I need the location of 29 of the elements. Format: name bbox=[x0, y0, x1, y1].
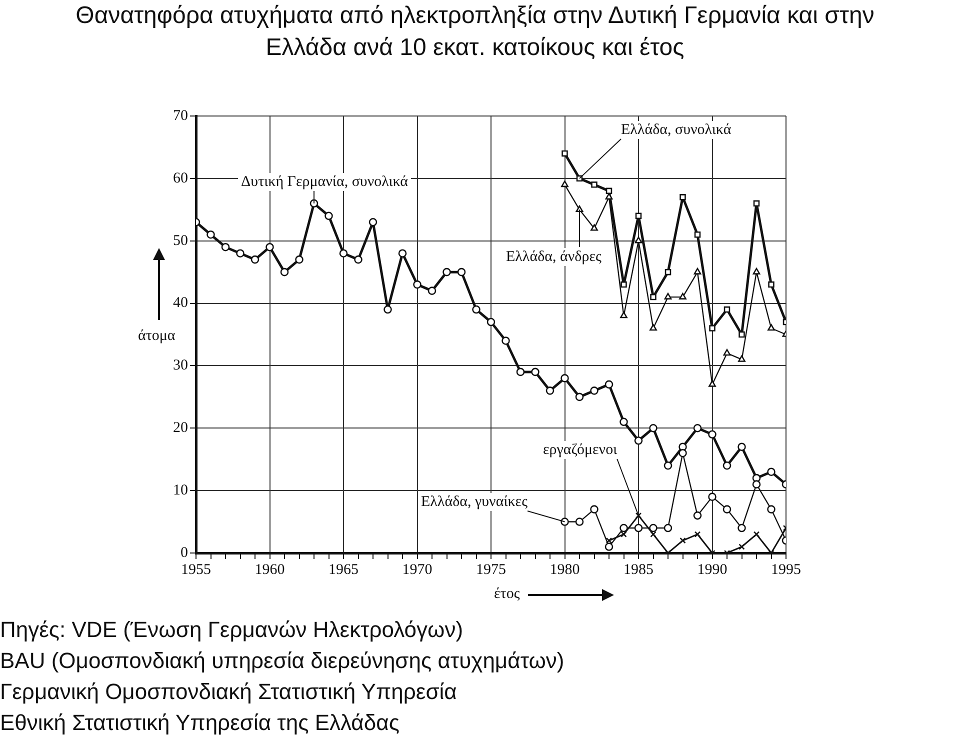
text: BAU (Ομοσπονδιακή υπηρεσία διερεύνησης ατυχημάτων) bbox=[0, 648, 564, 673]
y-tick-label: 20 bbox=[173, 420, 188, 436]
text: Ελλάδα, γυναίκες bbox=[421, 494, 528, 510]
text: εργαζόμενοι bbox=[543, 442, 618, 458]
y-tick-label: 40 bbox=[173, 295, 188, 312]
chart-title: Θανατηφόρα ατυχήματα από ηλεκτροπληξία στην Δυτική Γερμανία και στην Ελλάδα ανά 10 εκατ. κατοίκους και έτος bbox=[74, 1, 876, 63]
x-tick-label: 1965 bbox=[328, 562, 358, 578]
x-tick-label: 1985 bbox=[624, 562, 654, 578]
text: Ελλάδα, συνολικά bbox=[621, 122, 732, 138]
y-tick-label: 0 bbox=[180, 544, 188, 561]
text: Πηγές: VDE (Ένωση Γερμανών Ηλεκτρολόγων) bbox=[0, 617, 464, 642]
series-label: Δυτική Γερμανία, συνολικά bbox=[241, 174, 408, 190]
y-axis-title: άτομα bbox=[138, 328, 176, 345]
x-tick-label: 1955 bbox=[181, 562, 211, 578]
x-axis-title: έτος bbox=[494, 586, 520, 603]
y-tick-label: 30 bbox=[173, 358, 188, 374]
y-tick-label: 10 bbox=[173, 482, 188, 499]
x-tick-label: 1960 bbox=[254, 562, 285, 578]
x-tick-label: 1980 bbox=[550, 562, 580, 578]
x-tick-label: 1990 bbox=[697, 562, 728, 578]
x-tick-label: 1970 bbox=[402, 562, 432, 578]
text: Γερμανική Ομοσπονδιακή Στατιστική Υπηρεσία bbox=[0, 679, 457, 704]
y-tick-label: 50 bbox=[173, 232, 188, 249]
x-tick-label: 1995 bbox=[771, 562, 801, 578]
y-tick-label: 60 bbox=[173, 170, 188, 186]
y-tick-label: 70 bbox=[173, 108, 188, 124]
x-tick-label: 1975 bbox=[476, 562, 506, 578]
series-label: Ελλάδα, άνδρες bbox=[506, 249, 602, 265]
text: Εθνική Στατιστική Υπηρεσία της Ελλάδας bbox=[0, 710, 400, 735]
